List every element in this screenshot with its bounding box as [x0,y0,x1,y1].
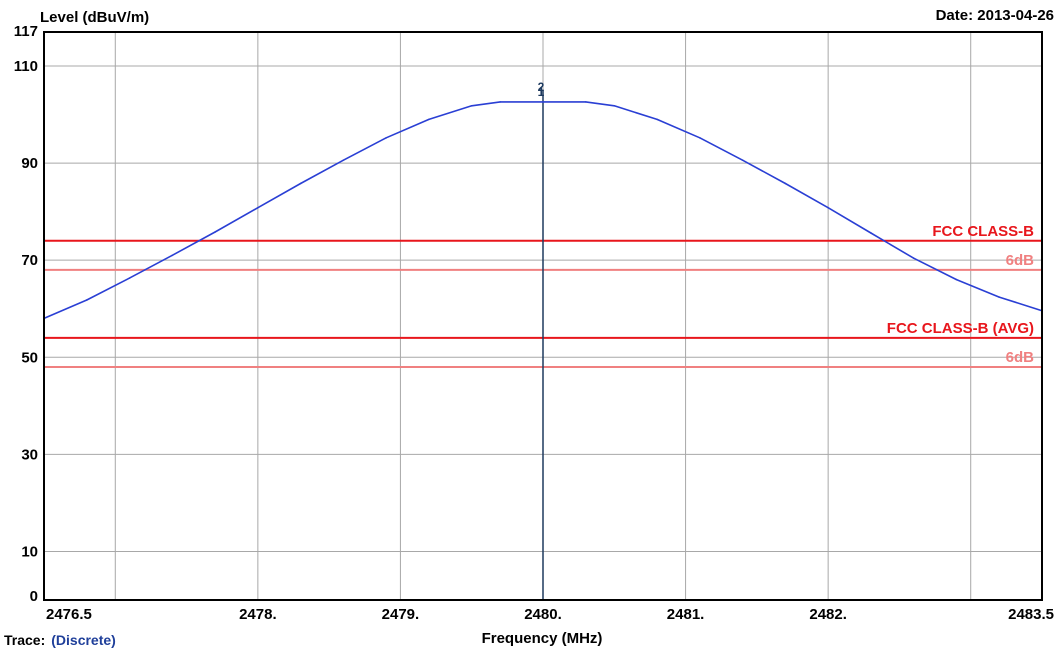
data-point [385,137,387,139]
data-point [699,137,701,139]
data-point [342,159,345,161]
data-point [299,182,302,185]
data-point [912,257,915,260]
x-tick-label: 2479. [382,606,420,623]
data-point [257,206,259,209]
plot-frame [43,31,1043,601]
data-point [171,254,174,257]
y-tick-label: 110 [14,58,38,75]
markers: 21 [538,80,545,600]
trace-footer: Trace: (Discrete) [4,632,116,648]
limit-line-label: 6dB [1006,349,1035,366]
y-tick-label: 30 [21,446,38,463]
data-point [827,206,829,209]
y-tick-label: 117 [14,23,38,40]
x-tick-label: 2483.5 [1008,606,1054,623]
marker-label: 2 [538,80,545,94]
y-axis-label: Level (dBuV/m) [40,9,149,26]
data-point [85,299,88,301]
limit-line-label: FCC CLASS-B (AVG) [887,320,1034,337]
data-point [470,104,473,107]
data-point [584,101,587,103]
x-tick-label: 2478. [239,606,277,623]
y-tick-label: 50 [21,349,38,366]
limit-line-label: 6dB [1006,252,1035,269]
x-tick-label: 2481. [667,606,705,623]
data-point [955,278,958,281]
y-tick-labels: 0 10 30 50 70 90 110 117 [14,23,38,605]
y-tick-label: 70 [21,252,38,269]
x-tick-label: 2476.5 [46,606,92,623]
marker-label: 1 [538,85,545,99]
x-axis-label: Frequency (MHz) [482,630,603,647]
data-point [656,118,658,121]
data-point [741,159,744,161]
trace-mode-link[interactable]: (Discrete) [51,632,116,648]
limit-line-label: FCC CLASS-B [932,223,1034,240]
x-tick-labels: 2476.5 2478. 2479. 2480. 2481. 2482. 2483.5 [46,606,1054,623]
date-label: Date: 2013-04-26 [936,7,1054,24]
series-traces [43,101,1043,320]
data-point [998,296,1001,298]
data-point [499,101,502,103]
y-tick-label: 0 [30,588,38,605]
x-tick-label: 2480. [524,606,562,623]
x-tick-label: 2482. [809,606,847,623]
y-tick-label: 10 [21,543,38,560]
data-point [128,277,131,279]
y-tick-label: 90 [21,155,38,172]
data-point [542,101,544,103]
trace-label: Trace: [4,632,46,648]
data-point [214,231,216,233]
data-point [870,232,872,234]
data-point [613,104,616,107]
data-point [428,118,430,121]
data-point [784,182,787,185]
